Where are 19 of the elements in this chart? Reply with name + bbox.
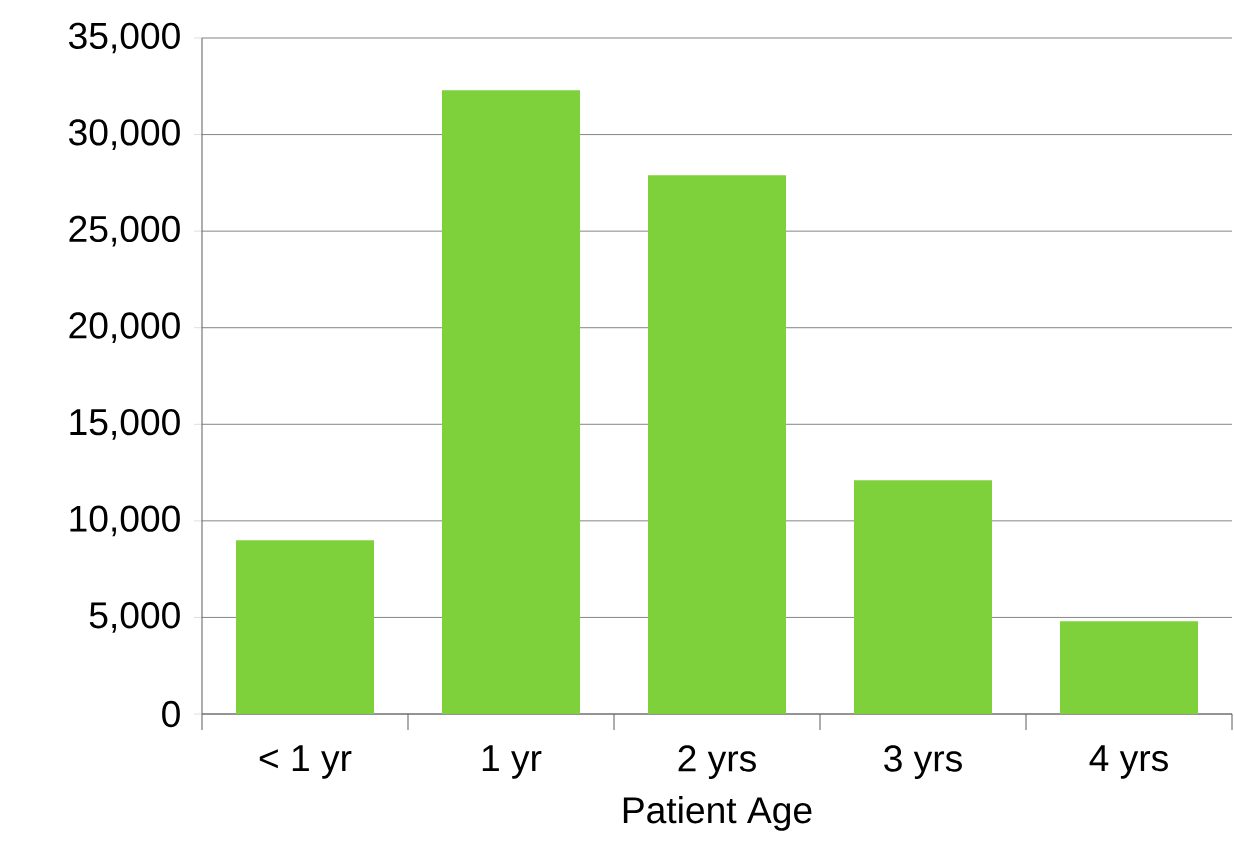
x-tick-label: 1 yr xyxy=(482,745,542,779)
x-tick-label: < 1 yr xyxy=(259,745,352,779)
bar xyxy=(1059,621,1199,714)
y-tick-label: 5,000 xyxy=(89,602,180,633)
y-tick-label: 15,000 xyxy=(70,408,180,440)
y-tick-label: 20,000 xyxy=(69,312,180,344)
y-tick-label: 35,000 xyxy=(68,22,180,54)
bar xyxy=(853,480,993,714)
y-tick-label: 0 xyxy=(162,700,180,728)
bar xyxy=(235,540,375,714)
y-tick-label: 25,000 xyxy=(69,215,180,247)
x-tick-label: 2 yrs xyxy=(678,745,756,780)
bar xyxy=(441,90,581,714)
x-tick-label: 3 yrs xyxy=(884,745,962,780)
x-tick-label: 4 yrs xyxy=(1089,745,1168,779)
y-tick-label: 30,000 xyxy=(68,119,180,150)
y-tick-label: 10,000 xyxy=(70,505,180,537)
x-axis-title: Patient Age xyxy=(623,796,812,831)
bar xyxy=(647,175,787,714)
